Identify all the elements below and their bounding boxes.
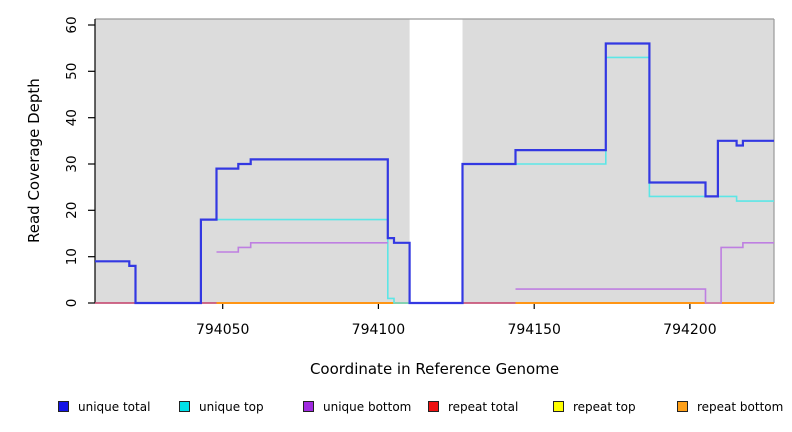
y-tick-label: 10 <box>64 248 80 265</box>
coverage-gap-region <box>409 19 463 303</box>
legend-label-unique-top: unique top <box>199 399 264 414</box>
repeat-top-swatch-icon <box>553 401 564 412</box>
y-tick-label: 20 <box>64 202 80 219</box>
legend-label-unique-bottom: unique bottom <box>323 399 412 414</box>
y-tick-label: 0 <box>64 299 80 308</box>
plot-line-unique-bottom <box>216 242 388 253</box>
plot-line-unique-bottom <box>515 242 774 304</box>
legend-label-repeat-total: repeat total <box>448 399 519 414</box>
repeat-bottom-swatch-icon <box>677 401 688 412</box>
legend-item-repeat-total: repeat total <box>428 398 518 415</box>
unique-bottom-swatch-icon <box>303 401 314 412</box>
legend: unique total unique top unique bottom re… <box>0 398 792 415</box>
unique-top-swatch-icon <box>179 401 190 412</box>
legend-label-unique-total: unique total <box>78 399 151 414</box>
legend-item-repeat-top: repeat top <box>553 398 636 415</box>
y-tick-label: 40 <box>64 109 80 126</box>
y-tick-label: 60 <box>64 16 80 33</box>
legend-item-unique-top: unique top <box>179 398 264 415</box>
plot-line-unique-top <box>200 218 410 304</box>
legend-item-unique-total: unique total <box>58 398 150 415</box>
legend-label-repeat-bottom: repeat bottom <box>697 399 784 414</box>
legend-item-repeat-bottom: repeat bottom <box>677 398 783 415</box>
x-tick-label: 794100 <box>352 322 405 338</box>
y-tick-label: 30 <box>64 155 80 172</box>
plot-line-unique-total <box>95 42 774 305</box>
repeat-total-swatch-icon <box>428 401 439 412</box>
legend-label-repeat-top: repeat top <box>573 399 636 414</box>
x-tick-label: 794050 <box>196 322 249 338</box>
y-axis-title: Read Coverage Depth <box>25 78 43 244</box>
x-axis-title: Coordinate in Reference Genome <box>309 360 560 378</box>
y-tick-label: 50 <box>64 63 80 80</box>
x-tick-label: 794150 <box>507 322 560 338</box>
unique-total-swatch-icon <box>58 401 69 412</box>
legend-item-unique-bottom: unique bottom <box>303 398 411 415</box>
x-tick-label: 794200 <box>663 322 716 338</box>
